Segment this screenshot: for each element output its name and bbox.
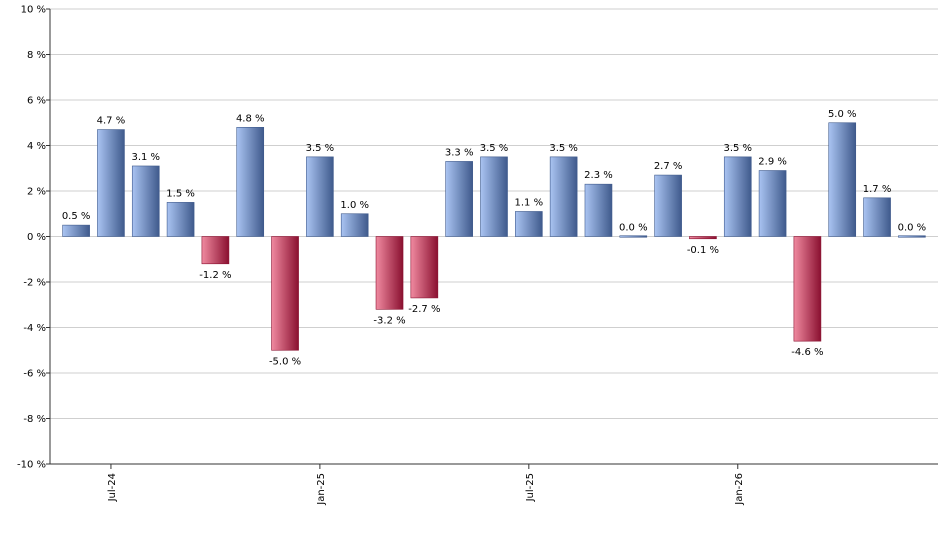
x-tick-label: Jul-24	[107, 473, 118, 502]
bar	[758, 170, 787, 237]
data-label: 4.8 %	[236, 113, 265, 124]
data-label: -2.7 %	[408, 304, 440, 315]
y-tick-label: 6 %	[27, 96, 46, 107]
bar	[619, 235, 648, 238]
bar	[828, 122, 857, 237]
data-label: 2.9 %	[758, 157, 787, 168]
data-label: 3.3 %	[445, 147, 474, 158]
bar	[689, 236, 717, 240]
data-label: 3.5 %	[480, 143, 509, 154]
data-label: -5.0 %	[269, 356, 301, 367]
bar	[97, 129, 125, 237]
bar	[445, 161, 473, 237]
data-label: 1.7 %	[863, 184, 892, 195]
data-label: 1.5 %	[166, 188, 195, 199]
data-label: 4.7 %	[97, 116, 126, 127]
data-label: 2.7 %	[654, 161, 683, 172]
bar	[515, 211, 543, 237]
y-tick-label: -10 %	[17, 460, 46, 471]
bar	[723, 156, 752, 237]
data-label: -3.2 %	[373, 315, 405, 326]
data-label: -1.2 %	[199, 270, 231, 281]
bar	[549, 156, 578, 237]
bar	[375, 236, 404, 310]
data-label: 1.1 %	[515, 197, 544, 208]
x-tick-label: Jan-25	[316, 473, 327, 506]
bar	[410, 236, 439, 299]
y-axis-ticks: 10 % 8 % 6 % 4 % 2 % 0 % -2 % -4 % -6 % -8 % -10 %	[17, 5, 50, 471]
bar	[863, 197, 891, 237]
y-tick-label: -8 %	[23, 414, 46, 425]
bar	[131, 165, 160, 237]
data-label: 3.5 %	[549, 143, 578, 154]
data-labels: 0.5 % 4.7 % 3.1 % 1.5 % -1.2 % 4.8 % -5.0 % 3.5…	[62, 109, 926, 368]
y-tick-label: 2 %	[27, 187, 46, 198]
data-label: 0.0 %	[619, 223, 648, 234]
x-tick-label: Jan-26	[734, 473, 745, 506]
bar	[166, 202, 195, 237]
axes	[49, 9, 938, 465]
data-label: 0.5 %	[62, 211, 91, 222]
bar	[584, 183, 613, 237]
bar	[306, 156, 334, 237]
data-label: 3.1 %	[131, 152, 160, 163]
bars	[62, 122, 926, 351]
data-label: 3.5 %	[306, 143, 335, 154]
bar	[898, 235, 926, 238]
y-tick-label: 4 %	[27, 141, 46, 152]
x-axis-ticks: Jul-24 Jan-25 Jul-25 Jan-26	[107, 464, 745, 506]
data-label: 2.3 %	[584, 170, 613, 181]
bar	[340, 213, 369, 237]
bar	[201, 236, 230, 265]
y-tick-label: -4 %	[23, 323, 46, 334]
data-label: -4.6 %	[791, 347, 823, 358]
bar	[654, 174, 682, 237]
data-label: 3.5 %	[723, 143, 752, 154]
data-label: -0.1 %	[687, 245, 719, 256]
data-label: 1.0 %	[340, 200, 369, 211]
bar	[793, 236, 822, 342]
bar	[62, 224, 90, 237]
y-tick-label: 10 %	[21, 5, 46, 16]
y-tick-label: 8 %	[27, 50, 46, 61]
data-label: 0.0 %	[898, 223, 927, 234]
data-label: 5.0 %	[828, 109, 857, 120]
y-tick-label: -2 %	[23, 278, 46, 289]
bar	[236, 127, 265, 237]
y-tick-label: -6 %	[23, 369, 46, 380]
x-tick-label: Jul-25	[525, 473, 536, 502]
y-tick-label: 0 %	[27, 232, 46, 243]
bar	[271, 236, 299, 351]
bar	[480, 156, 508, 237]
